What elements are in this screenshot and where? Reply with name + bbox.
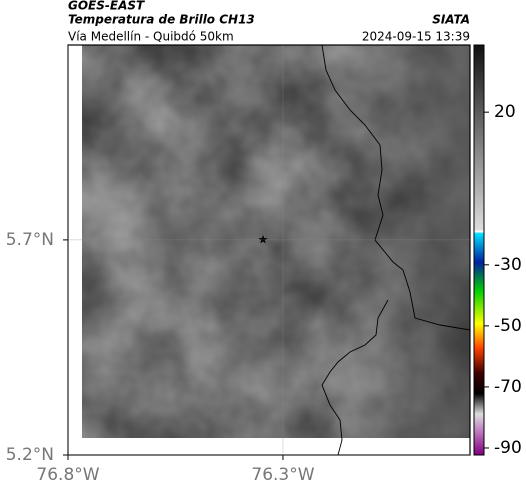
x-tick-label: 76.8°W (36, 465, 99, 485)
colorbar-tick-label: -90 (494, 438, 522, 458)
colorbar-tick-label: 20 (494, 102, 516, 122)
colorbar (473, 44, 485, 456)
satellite: GOES-EAST (68, 0, 145, 13)
y-tick-label: 5.2°N (6, 445, 54, 465)
location-marker: ★ (258, 233, 269, 247)
colorbar-tick-label: -70 (494, 377, 522, 397)
title: Temperatura de Brillo CH13 (68, 13, 255, 27)
colorbar-tick-label: -50 (494, 316, 522, 336)
border (321, 299, 389, 456)
colorbar-tick-label: -30 (494, 255, 522, 275)
datetime: 2024-09-15 13:39 (362, 30, 470, 44)
subtitle: Vía Medellín - Quibdó 50km (68, 30, 234, 44)
coastline (321, 44, 471, 331)
x-tick-label: 76.3°W (251, 465, 314, 485)
satellite-image-shade (82, 45, 470, 438)
source: SIATA (432, 13, 470, 27)
y-tick-label: 5.7°N (6, 230, 54, 250)
